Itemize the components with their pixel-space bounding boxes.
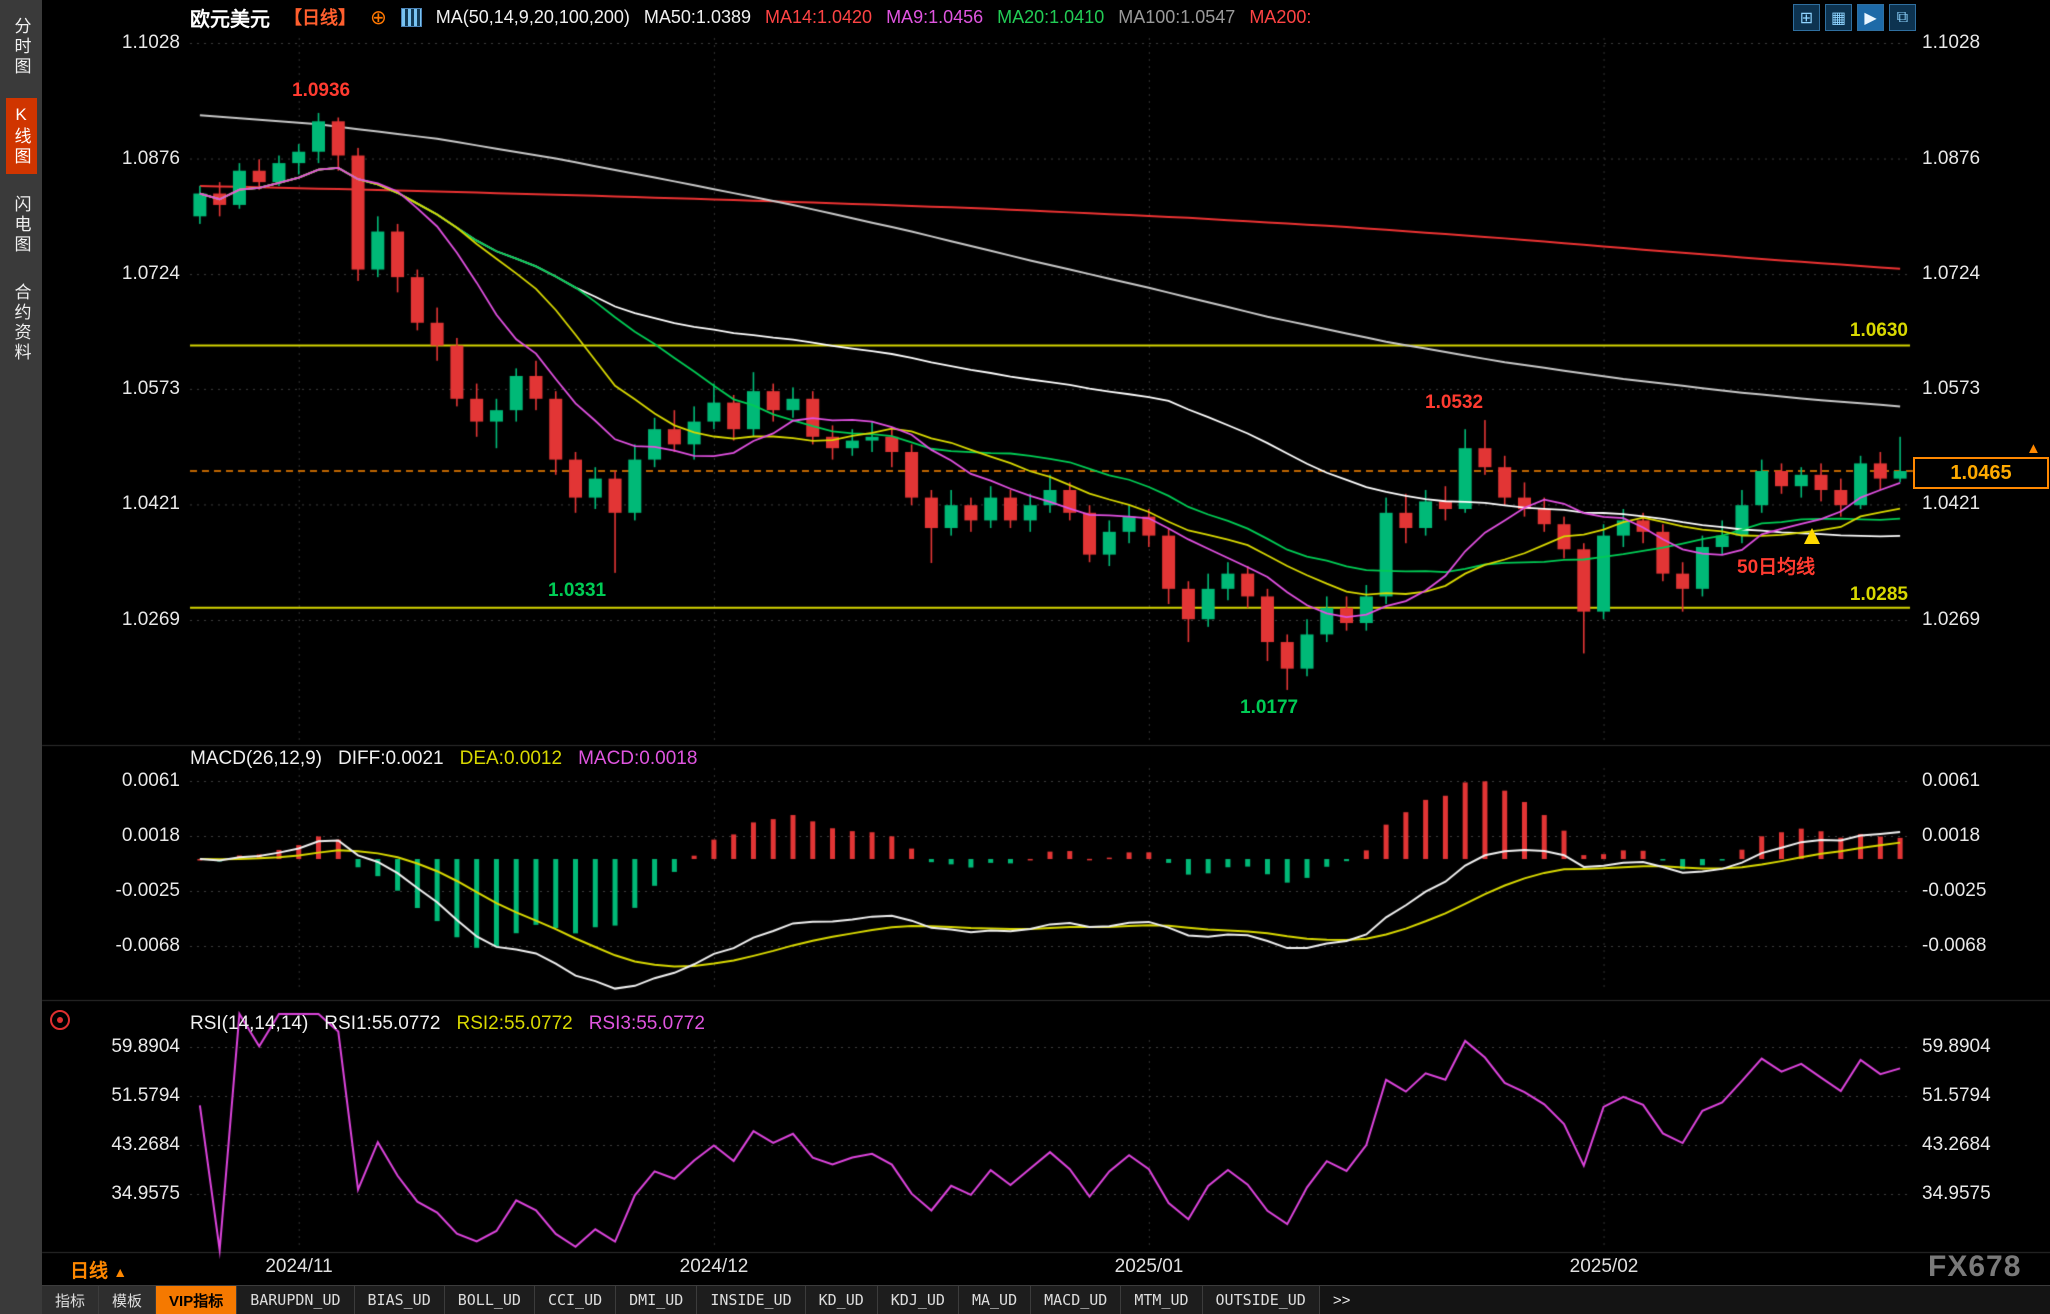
indicator-cci[interactable]: CCI_UD [534,1286,617,1314]
indicator-boll[interactable]: BOLL_UD [444,1286,535,1314]
macd-diff-value: DIFF:0.0021 [338,748,444,769]
ma200-value: MA200: [1249,6,1312,27]
x-axis-label: 2025/02 [1569,1256,1639,1277]
indicator-inside[interactable]: INSIDE_UD [697,1286,806,1314]
indicator-kd[interactable]: KD_UD [805,1286,878,1314]
indicator-dmi[interactable]: DMI_UD [616,1286,698,1314]
x-axis-label: 2024/11 [265,1256,333,1277]
macd-params: MACD(26,12,9) [190,748,322,769]
chart-type-icon[interactable] [400,7,422,27]
ma100-value: MA100:1.0547 [1118,6,1236,27]
ma50-note: 50日均线 [1737,557,1816,578]
indicator-ma[interactable]: MA_UD [958,1286,1032,1314]
ma14-value: MA14:1.0420 [764,6,873,27]
rsi-legend: RSI(14,14,14) RSI1:55.0772 RSI2:55.0772 … [190,1013,705,1035]
add-indicator-icon[interactable]: ⊕ [370,6,387,29]
sidebar-item-contract-info[interactable]: 合约资料 [11,283,31,363]
annotation-swing-high: 1.0532 [1425,392,1484,413]
resistance-label: 1.0630 [1849,320,1908,341]
indicator-kdj[interactable]: KDJ_UD [877,1286,959,1314]
indicator-toolbar: 指标 模板 VIP指标 BARUPDN_UD BIAS_UD BOLL_UD C… [42,1285,2050,1314]
support-label: 1.0285 [1849,584,1908,605]
period-footer[interactable]: 日线 ▲ [70,1256,127,1283]
macd-value: MACD:0.0018 [578,748,698,769]
rsi2-value: RSI2:55.0772 [456,1013,573,1034]
layout-multi-pane-icon[interactable] [1825,4,1852,31]
sidebar-item-time-chart[interactable]: 分时图 [11,17,31,77]
ma50-value: MA50:1.0389 [643,6,751,27]
header-bar: 欧元美元 【日线】 ⊕ MA(50,14,9,20,100,200) MA50:… [42,0,2050,34]
ma20-value: MA20:1.0410 [997,6,1105,27]
period-footer-label: 日线 [70,1261,109,1282]
annotation-swing-high: 1.0936 [292,80,351,101]
ma-group-label: MA(50,14,9,20,100,200) [435,6,630,27]
tab-templates[interactable]: 模板 [99,1286,157,1314]
annotation-swing-low: 1.0177 [1240,697,1299,718]
annotation-swing-low: 1.0331 [548,580,607,601]
price-tick-arrow-icon: ▲ [2026,440,2041,457]
indicator-bias[interactable]: BIAS_UD [354,1286,445,1314]
symbol-name: 欧元美元 [190,8,270,31]
up-arrow-icon [1804,528,1820,544]
period-up-arrow-icon: ▲ [113,1264,128,1280]
indicator-macd[interactable]: MACD_UD [1031,1286,1122,1314]
macd-dea-value: DEA:0.0012 [459,748,563,769]
indicator-outside[interactable]: OUTSIDE_UD [1202,1286,1320,1314]
macd-legend: MACD(26,12,9) DIFF:0.0021 DEA:0.0012 MAC… [190,748,697,770]
indicator-mtm[interactable]: MTM_UD [1121,1286,1203,1314]
x-axis-label: 2025/01 [1114,1256,1184,1277]
indicator-marker-icon[interactable] [50,1010,70,1030]
x-axis-label: 2024/12 [679,1256,749,1277]
sidebar-item-lightning-chart[interactable]: 闪电图 [11,195,31,255]
watermark: FX678 [1928,1250,2022,1283]
rsi-params: RSI(14,14,14) [190,1013,309,1034]
rsi3-value: RSI3:55.0772 [588,1013,705,1034]
tab-indicators[interactable]: 指标 [42,1286,100,1314]
play-chart-icon[interactable] [1857,4,1884,31]
rsi1-value: RSI1:55.0772 [324,1013,441,1034]
sidebar: 分时图 K线图 闪电图 合约资料 [0,0,42,1314]
period-tag[interactable]: 【日线】 [284,8,356,28]
header-icons [1793,4,1916,31]
ma9-value: MA9:1.0456 [886,6,984,27]
sidebar-item-kline-chart[interactable]: K线图 [5,98,37,174]
popout-window-icon[interactable] [1889,4,1916,31]
more-indicators-button[interactable]: >> [1332,1291,1351,1309]
current-price-box: 1.0465 [1913,457,2049,489]
indicator-barupdn[interactable]: BARUPDN_UD [237,1286,355,1314]
layout-grid-icon[interactable] [1793,4,1820,31]
tab-vip-indicators[interactable]: VIP指标 [156,1286,238,1314]
